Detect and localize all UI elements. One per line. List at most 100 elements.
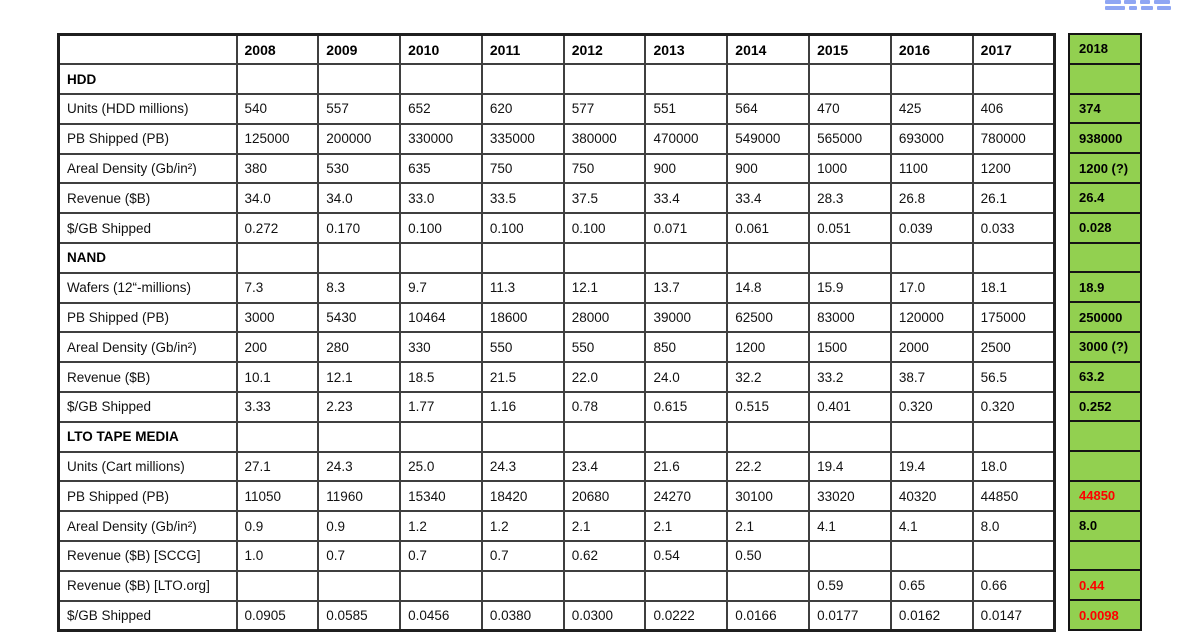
value-cell: 0.66 (971, 569, 1056, 602)
value-cell: 0.170 (317, 212, 402, 245)
row-label: Revenue ($B) [LTO.org] (57, 569, 238, 602)
value-cell: 565000 (808, 122, 892, 155)
value-cell: 19.4 (889, 450, 974, 483)
value-cell (889, 420, 974, 453)
forecast-cell (1068, 241, 1142, 274)
table-row: Units (HDD millions) 540 557 652 620 577 551 56… (57, 93, 1056, 125)
value-cell: 38.7 (889, 361, 974, 394)
value-cell: 0.033 (971, 212, 1056, 245)
value-cell: 30100 (726, 480, 811, 513)
value-cell: 33.2 (808, 361, 892, 394)
value-cell: 3.33 (235, 391, 320, 423)
value-cell: 0.0222 (644, 599, 729, 632)
value-cell: 1.0 (235, 540, 320, 572)
section-row: LTO TAPE MEDIA (57, 420, 1056, 453)
value-cell: 693000 (889, 122, 974, 155)
value-cell: 549000 (726, 122, 811, 155)
value-cell: 18.0 (971, 450, 1056, 483)
year-header-row: 2008 2009 2010 2011 2012 2013 2014 2015 2016 2017 (57, 33, 1056, 66)
value-cell: 14.8 (726, 271, 811, 304)
value-cell: 175000 (971, 301, 1056, 334)
value-cell: 1.77 (399, 391, 483, 423)
forecast-row: 44850 (1068, 479, 1142, 512)
value-cell: 0.071 (644, 212, 729, 245)
value-cell: 22.0 (562, 361, 647, 394)
forecast-cell (1068, 420, 1142, 453)
forecast-cell: 8.0 (1068, 509, 1142, 542)
forecast-row (1068, 241, 1142, 274)
value-cell: 577 (562, 93, 647, 125)
row-label: Revenue ($B) (57, 182, 238, 215)
value-cell (889, 63, 974, 96)
value-cell: 1200 (726, 331, 811, 364)
value-cell: 0.272 (235, 212, 320, 245)
value-cell: 25.0 (399, 450, 483, 483)
value-cell: 120000 (889, 301, 974, 334)
value-cell: 2.1 (562, 510, 647, 543)
value-cell: 28000 (562, 301, 647, 334)
row-label: $/GB Shipped (57, 599, 238, 632)
forecast-row (1068, 539, 1142, 572)
table-row: Units (Cart millions) 27.1 24.3 25.0 24.3 23.… (57, 450, 1056, 483)
value-cell (562, 420, 647, 453)
value-cell (644, 63, 729, 96)
logo-bar (1105, 0, 1121, 4)
value-cell (399, 420, 483, 453)
forecast-cell: 0.028 (1068, 211, 1142, 244)
value-cell: 380000 (562, 122, 647, 155)
value-cell: 9.7 (399, 271, 483, 304)
row-label: $/GB Shipped (57, 391, 238, 423)
value-cell: 5430 (317, 301, 402, 334)
value-cell: 26.1 (971, 182, 1056, 215)
section-row: HDD (57, 63, 1056, 96)
value-cell: 8.3 (317, 271, 402, 304)
value-cell (971, 540, 1056, 572)
value-cell: 33.4 (726, 182, 811, 215)
value-cell: 0.061 (726, 212, 811, 245)
value-cell: 15.9 (808, 271, 892, 304)
value-cell: 24.0 (644, 361, 729, 394)
table-row: $/GB Shipped 3.33 2.23 1.77 1.16 0.78 0.615 0.5… (57, 391, 1056, 423)
value-cell: 11050 (235, 480, 320, 513)
value-cell: 470000 (644, 122, 729, 155)
forecast-row: 1200 (?) (1068, 152, 1142, 184)
forecast-row: 8.0 (1068, 509, 1142, 542)
value-cell: 37.5 (562, 182, 647, 215)
value-cell: 18600 (480, 301, 565, 334)
value-cell: 2.1 (644, 510, 729, 543)
clipped-logo-fragment (1103, 0, 1183, 12)
forecast-cell (1068, 62, 1142, 95)
value-cell (562, 63, 647, 96)
value-cell (399, 63, 483, 96)
value-cell: 850 (644, 331, 729, 364)
value-cell: 18.5 (399, 361, 483, 394)
value-cell: 0.9 (235, 510, 320, 543)
table-row: $/GB Shipped 0.0905 0.0585 0.0456 0.0380 0.03… (57, 599, 1056, 632)
value-cell: 0.320 (971, 391, 1056, 423)
value-cell: 24.3 (317, 450, 402, 483)
logo-bar (1129, 6, 1137, 10)
value-cell: 0.515 (726, 391, 811, 423)
value-cell: 380 (235, 152, 320, 185)
value-cell: 0.0585 (317, 599, 402, 632)
row-label: Areal Density (Gb/in²) (57, 152, 238, 185)
table-row: Revenue ($B) 34.0 34.0 33.0 33.5 37.5 33.4 33.4… (57, 182, 1056, 215)
forecast-cell: 0.44 (1068, 569, 1142, 602)
table-row: PB Shipped (PB) 3000 5430 10464 18600 28000 39… (57, 301, 1056, 334)
year-header-cell: 2016 (889, 33, 974, 66)
value-cell (644, 420, 729, 453)
value-cell: 0.0456 (399, 599, 483, 632)
value-cell: 33.0 (399, 182, 483, 215)
forecast-cell: 63.2 (1068, 360, 1142, 393)
forecast-row: 0.252 (1068, 390, 1142, 423)
forecast-cell: 1200 (?) (1068, 152, 1142, 184)
table-row: PB Shipped (PB) 125000 200000 330000 335000 3… (57, 122, 1056, 155)
value-cell (726, 63, 811, 96)
value-cell: 0.78 (562, 391, 647, 423)
forecast-row: 0.44 (1068, 569, 1142, 602)
forecast-cell: 250000 (1068, 301, 1142, 333)
value-cell: 2.1 (726, 510, 811, 543)
value-cell: 11960 (317, 480, 402, 513)
value-cell (808, 420, 892, 453)
